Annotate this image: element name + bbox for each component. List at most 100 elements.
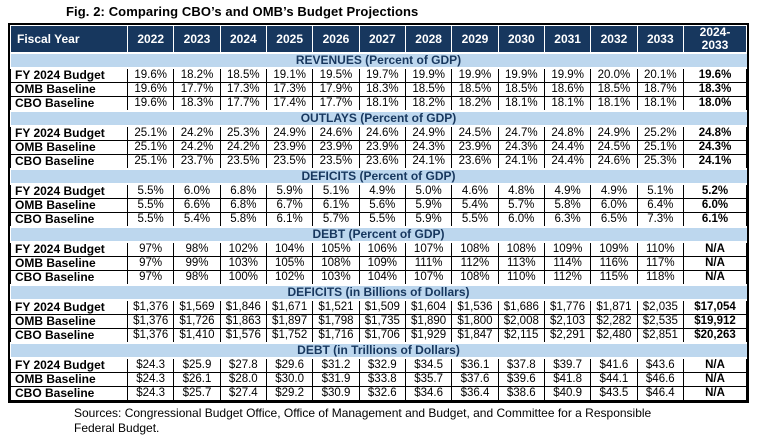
data-cell: $37.6: [451, 372, 499, 387]
row-label: FY 2024 Budget: [10, 357, 128, 373]
data-cell: $41.6: [590, 357, 638, 373]
data-cell: 6.0%: [590, 198, 638, 213]
data-cell: 18.6%: [543, 82, 592, 97]
row-label: OMB Baseline: [10, 198, 128, 213]
data-cell: $1,863: [219, 314, 267, 329]
data-cell: 17.4%: [265, 96, 314, 112]
data-cell: $1,800: [451, 314, 499, 329]
data-cell: 107%: [404, 241, 453, 257]
data-cell: 112%: [543, 270, 592, 286]
section-title: OUTLAYS (Percent of GDP): [10, 110, 747, 127]
data-cell: 4.8%: [497, 183, 545, 199]
fiscal-year-column-header: Fiscal Year: [10, 25, 128, 54]
data-cell: 18.3%: [173, 96, 221, 112]
data-cell: 109%: [543, 241, 592, 257]
data-cell: 108%: [497, 241, 545, 257]
data-cell: $2,282: [590, 314, 638, 329]
data-cell: $29.2: [265, 386, 314, 401]
data-cell: $1,521: [312, 299, 360, 315]
data-cell: 18.1%: [636, 96, 685, 112]
data-cell: 18.1%: [590, 96, 638, 112]
data-cell: 6.0%: [173, 183, 221, 199]
data-cell: 23.9%: [312, 140, 360, 155]
data-cell: 24.8%: [543, 125, 592, 141]
year-column-header: 2032: [590, 25, 638, 54]
total-cell: 24.8%: [683, 125, 747, 141]
data-cell: $43.5: [590, 386, 638, 401]
row-label: OMB Baseline: [10, 256, 128, 271]
data-cell: 98%: [173, 270, 221, 286]
table-row: FY 2024 Budget 25.1% 24.2% 25.3% 24.9% 24.6% 2…: [10, 125, 747, 141]
data-cell: $25.9: [173, 357, 221, 373]
data-cell: 5.8%: [219, 212, 267, 228]
data-cell: 98%: [173, 241, 221, 257]
section-header-row: DEFICITS (Percent of GDP): [10, 168, 747, 185]
data-cell: $24.3: [126, 372, 175, 387]
data-cell: $1,706: [358, 328, 406, 344]
data-cell: $25.7: [173, 386, 221, 401]
data-cell: 24.1%: [404, 154, 453, 170]
row-label: CBO Baseline: [10, 270, 128, 286]
table-header: Fiscal Year 2022 2023 2024 2025 2026 2027 2028 2…: [10, 25, 747, 54]
table-row: FY 2024 Budget 97% 98% 102% 104% 105% 106% 107%…: [10, 241, 747, 257]
data-cell: 18.2%: [451, 96, 499, 112]
data-cell: 25.3%: [636, 154, 685, 170]
data-cell: $39.7: [543, 357, 592, 373]
data-cell: 24.3%: [404, 140, 453, 155]
total-column-header: 2024- 2033: [683, 25, 747, 54]
section-header-row: DEBT (in Trillions of Dollars): [10, 342, 747, 359]
data-cell: 23.9%: [265, 140, 314, 155]
data-cell: 18.5%: [497, 82, 545, 97]
data-cell: 17.9%: [312, 82, 360, 97]
data-cell: $2,008: [497, 314, 545, 329]
row-label: FY 2024 Budget: [10, 125, 128, 141]
data-cell: 103%: [219, 256, 267, 271]
row-label: FY 2024 Budget: [10, 299, 128, 315]
data-cell: 19.5%: [312, 67, 360, 83]
data-cell: $1,376: [126, 299, 175, 315]
data-cell: 100%: [219, 270, 267, 286]
data-cell: 20.1%: [636, 67, 685, 83]
data-cell: $1,929: [404, 328, 453, 344]
table-row: FY 2024 Budget 19.6% 18.2% 18.5% 19.1% 19.5% 1…: [10, 67, 747, 83]
row-label: CBO Baseline: [10, 154, 128, 170]
data-cell: $40.9: [543, 386, 592, 401]
year-column-header: 2033: [636, 25, 685, 54]
data-cell: 6.1%: [312, 198, 360, 213]
table-row: FY 2024 Budget 5.5% 6.0% 6.8% 5.9% 5.1% 4.9% 5.…: [10, 183, 747, 199]
data-cell: 24.1%: [497, 154, 545, 170]
data-cell: 18.1%: [497, 96, 545, 112]
data-cell: 4.9%: [543, 183, 592, 199]
year-column-header: 2025: [265, 25, 314, 54]
table-row: OMB Baseline 97% 99% 103% 105% 108% 109% 111% 11…: [10, 256, 747, 271]
data-cell: 25.1%: [126, 125, 175, 141]
data-cell: 23.7%: [173, 154, 221, 170]
data-cell: 24.3%: [497, 140, 545, 155]
data-cell: 18.2%: [404, 96, 453, 112]
data-cell: 19.1%: [265, 67, 314, 83]
data-cell: 5.6%: [358, 198, 406, 213]
data-cell: 24.2%: [173, 125, 221, 141]
data-cell: 19.6%: [126, 96, 175, 112]
data-cell: $1,726: [173, 314, 221, 329]
data-cell: $27.8: [219, 357, 267, 373]
data-cell: 18.2%: [173, 67, 221, 83]
row-label: OMB Baseline: [10, 82, 128, 97]
total-cell: N/A: [683, 372, 747, 387]
total-cell: N/A: [683, 256, 747, 271]
data-cell: 4.9%: [358, 183, 406, 199]
data-cell: $2,851: [636, 328, 685, 344]
total-cell: $19,912: [683, 314, 747, 329]
data-cell: 105%: [265, 256, 314, 271]
data-cell: 23.5%: [219, 154, 267, 170]
data-cell: $41.8: [543, 372, 592, 387]
data-cell: 97%: [126, 270, 175, 286]
data-cell: 103%: [312, 270, 360, 286]
data-cell: 6.1%: [265, 212, 314, 228]
data-cell: $30.9: [312, 386, 360, 401]
table-row: OMB Baseline 19.6% 17.7% 17.3% 17.3% 17.9% 18.…: [10, 82, 747, 97]
row-label: FY 2024 Budget: [10, 241, 128, 257]
data-cell: $26.1: [173, 372, 221, 387]
year-column-header: 2023: [173, 25, 221, 54]
data-cell: 6.3%: [543, 212, 592, 228]
